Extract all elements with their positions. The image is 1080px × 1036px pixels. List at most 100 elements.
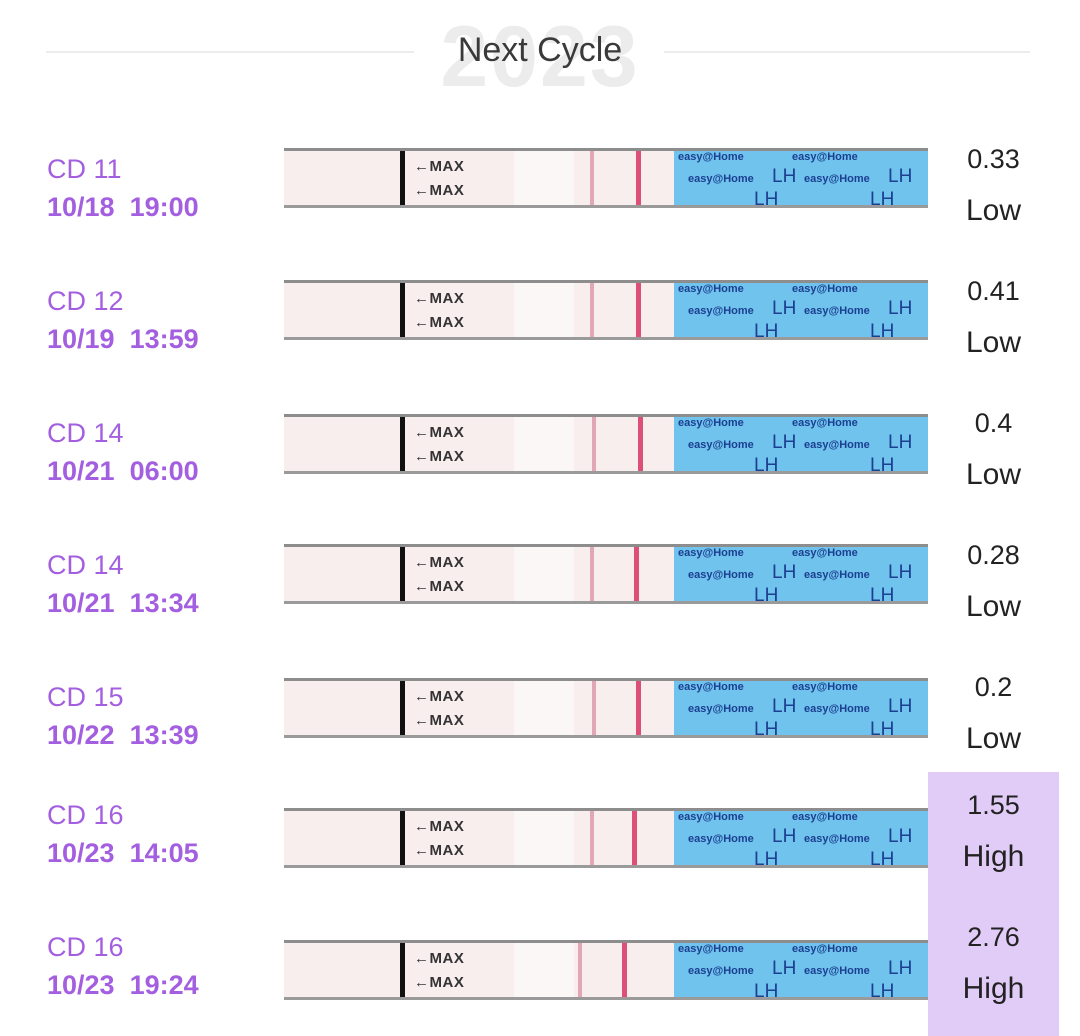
strip-cap: easy@Home easy@Home easy@Home LH easy@Home LH… <box>674 811 928 865</box>
max-label: ←MAX <box>414 182 465 199</box>
test-line <box>590 283 594 337</box>
lh-value: 0.41 <box>967 276 1020 306</box>
strip-lh-print: LH <box>772 432 797 453</box>
strip-max-bar <box>400 151 405 205</box>
max-label: ←MAX <box>414 688 465 705</box>
date-time: 10/19 13:59 <box>47 324 199 354</box>
strip-brand-print: easy@Home <box>678 681 744 693</box>
control-line <box>638 417 643 471</box>
strip-brand-print: easy@Home <box>688 833 754 845</box>
date-time: 10/21 06:00 <box>47 456 199 486</box>
lh-strip-photo: ←MAX ←MAX easy@Home easy@Home easy@Home LH e… <box>284 280 928 340</box>
date-time: 10/22 13:39 <box>47 720 199 750</box>
strip-brand-print: easy@Home <box>678 547 744 559</box>
strip-lh-print: LH <box>870 189 895 205</box>
strip-brand-print: easy@Home <box>792 547 858 559</box>
test-row[interactable]: CD 14 10/21 06:00 ←MAX ←MAX easy@Home eas… <box>0 390 1080 522</box>
strip-brand-print: easy@Home <box>678 283 744 295</box>
strip-brand-print: easy@Home <box>792 283 858 295</box>
strip-lh-print: LH <box>754 719 779 735</box>
lh-level: Low <box>965 326 1022 359</box>
max-label: ←MAX <box>414 712 465 729</box>
strip-lh-print: LH <box>888 958 913 979</box>
cycle-day: CD 14 <box>47 418 124 448</box>
lh-strip-photo: ←MAX ←MAX easy@Home easy@Home easy@Home LH e… <box>284 678 928 738</box>
result-cell: 0.33 Low <box>928 126 1059 258</box>
test-row[interactable]: CD 12 10/19 13:59 ←MAX ←MAX easy@Home eas… <box>0 258 1080 390</box>
strip-lh-print: LH <box>754 189 779 205</box>
max-label: ←MAX <box>414 818 465 835</box>
strip-sheen <box>514 681 574 735</box>
strip-cap: easy@Home easy@Home easy@Home LH easy@Home LH… <box>674 417 928 471</box>
strip-lh-print: LH <box>870 981 895 997</box>
strip-lh-print: LH <box>772 826 797 847</box>
control-line <box>636 681 641 735</box>
test-row[interactable]: CD 14 10/21 13:34 ←MAX ←MAX easy@Home eas… <box>0 522 1080 654</box>
strip-lh-print: LH <box>888 696 913 717</box>
max-label: ←MAX <box>414 950 465 967</box>
control-line <box>632 811 637 865</box>
strip-sheen <box>514 547 574 601</box>
test-row[interactable]: CD 11 10/18 19:00 ←MAX ←MAX easy@Home eas… <box>0 126 1080 258</box>
strip-brand-print: easy@Home <box>804 703 870 715</box>
lh-strip-photo: ←MAX ←MAX easy@Home easy@Home easy@Home LH e… <box>284 148 928 208</box>
strip-brand-print: easy@Home <box>804 569 870 581</box>
strip-brand-print: easy@Home <box>792 943 858 955</box>
strip-lh-print: LH <box>772 166 797 187</box>
strip-brand-print: easy@Home <box>792 417 858 429</box>
strip-lh-print: LH <box>888 562 913 583</box>
cycle-day: CD 16 <box>47 800 124 830</box>
result-cell: 2.76 High <box>928 904 1059 1036</box>
lh-strip-photo: ←MAX ←MAX easy@Home easy@Home easy@Home LH e… <box>284 544 928 604</box>
strip-max-bar <box>400 547 405 601</box>
lh-level: High <box>962 840 1025 873</box>
lh-level: High <box>962 972 1025 1005</box>
page-title: Next Cycle <box>457 31 623 69</box>
strip-lh-print: LH <box>870 719 895 735</box>
lh-level: Low <box>965 194 1022 227</box>
lh-level: Low <box>965 458 1022 491</box>
strip-sheen <box>514 151 574 205</box>
strip-lh-print: LH <box>888 166 913 187</box>
strip-max-bar <box>400 811 405 865</box>
strip-lh-print: LH <box>870 321 895 337</box>
strip-lh-print: LH <box>754 981 779 997</box>
lh-value: 0.2 <box>974 672 1013 702</box>
lh-value: 2.76 <box>967 922 1020 952</box>
max-label: ←MAX <box>414 554 465 571</box>
control-line <box>634 547 639 601</box>
strip-cap: easy@Home easy@Home easy@Home LH easy@Home LH… <box>674 547 928 601</box>
date-time: 10/18 19:00 <box>47 192 199 222</box>
strip-lh-print: LH <box>754 321 779 337</box>
test-line <box>590 811 594 865</box>
date-time: 10/21 13:34 <box>47 588 199 618</box>
cycle-day: CD 12 <box>47 286 124 316</box>
result-cell: 0.2 Low <box>928 654 1059 786</box>
strip-lh-print: LH <box>888 298 913 319</box>
cycle-day: CD 14 <box>47 550 124 580</box>
strip-lh-print: LH <box>772 298 797 319</box>
strip-sheen <box>514 283 574 337</box>
test-row[interactable]: CD 16 10/23 14:05 ←MAX ←MAX easy@Home eas… <box>0 772 1080 904</box>
result-cell: 0.4 Low <box>928 390 1059 522</box>
test-line <box>578 943 582 997</box>
lh-strip-photo: ←MAX ←MAX easy@Home easy@Home easy@Home LH e… <box>284 808 928 868</box>
strip-cap: easy@Home easy@Home easy@Home LH easy@Home LH… <box>674 151 928 205</box>
lh-value: 1.55 <box>967 790 1020 820</box>
strip-brand-print: easy@Home <box>688 965 754 977</box>
test-row[interactable]: CD 16 10/23 19:24 ←MAX ←MAX easy@Home eas… <box>0 904 1080 1036</box>
strip-cap: easy@Home easy@Home easy@Home LH easy@Home LH… <box>674 681 928 735</box>
result-cell: 0.41 Low <box>928 258 1059 390</box>
strip-brand-print: easy@Home <box>688 569 754 581</box>
strip-cap: easy@Home easy@Home easy@Home LH easy@Home LH… <box>674 283 928 337</box>
cycle-day: CD 16 <box>47 932 124 962</box>
lh-strip-photo: ←MAX ←MAX easy@Home easy@Home easy@Home LH e… <box>284 414 928 474</box>
strip-lh-print: LH <box>870 849 895 865</box>
strip-sheen <box>514 943 574 997</box>
strip-brand-print: easy@Home <box>804 965 870 977</box>
test-row[interactable]: CD 15 10/22 13:39 ←MAX ←MAX easy@Home eas… <box>0 654 1080 786</box>
strip-lh-print: LH <box>754 585 779 601</box>
header-divider-left <box>46 51 414 53</box>
strip-max-bar <box>400 943 405 997</box>
result-cell: 1.55 High <box>928 772 1059 904</box>
